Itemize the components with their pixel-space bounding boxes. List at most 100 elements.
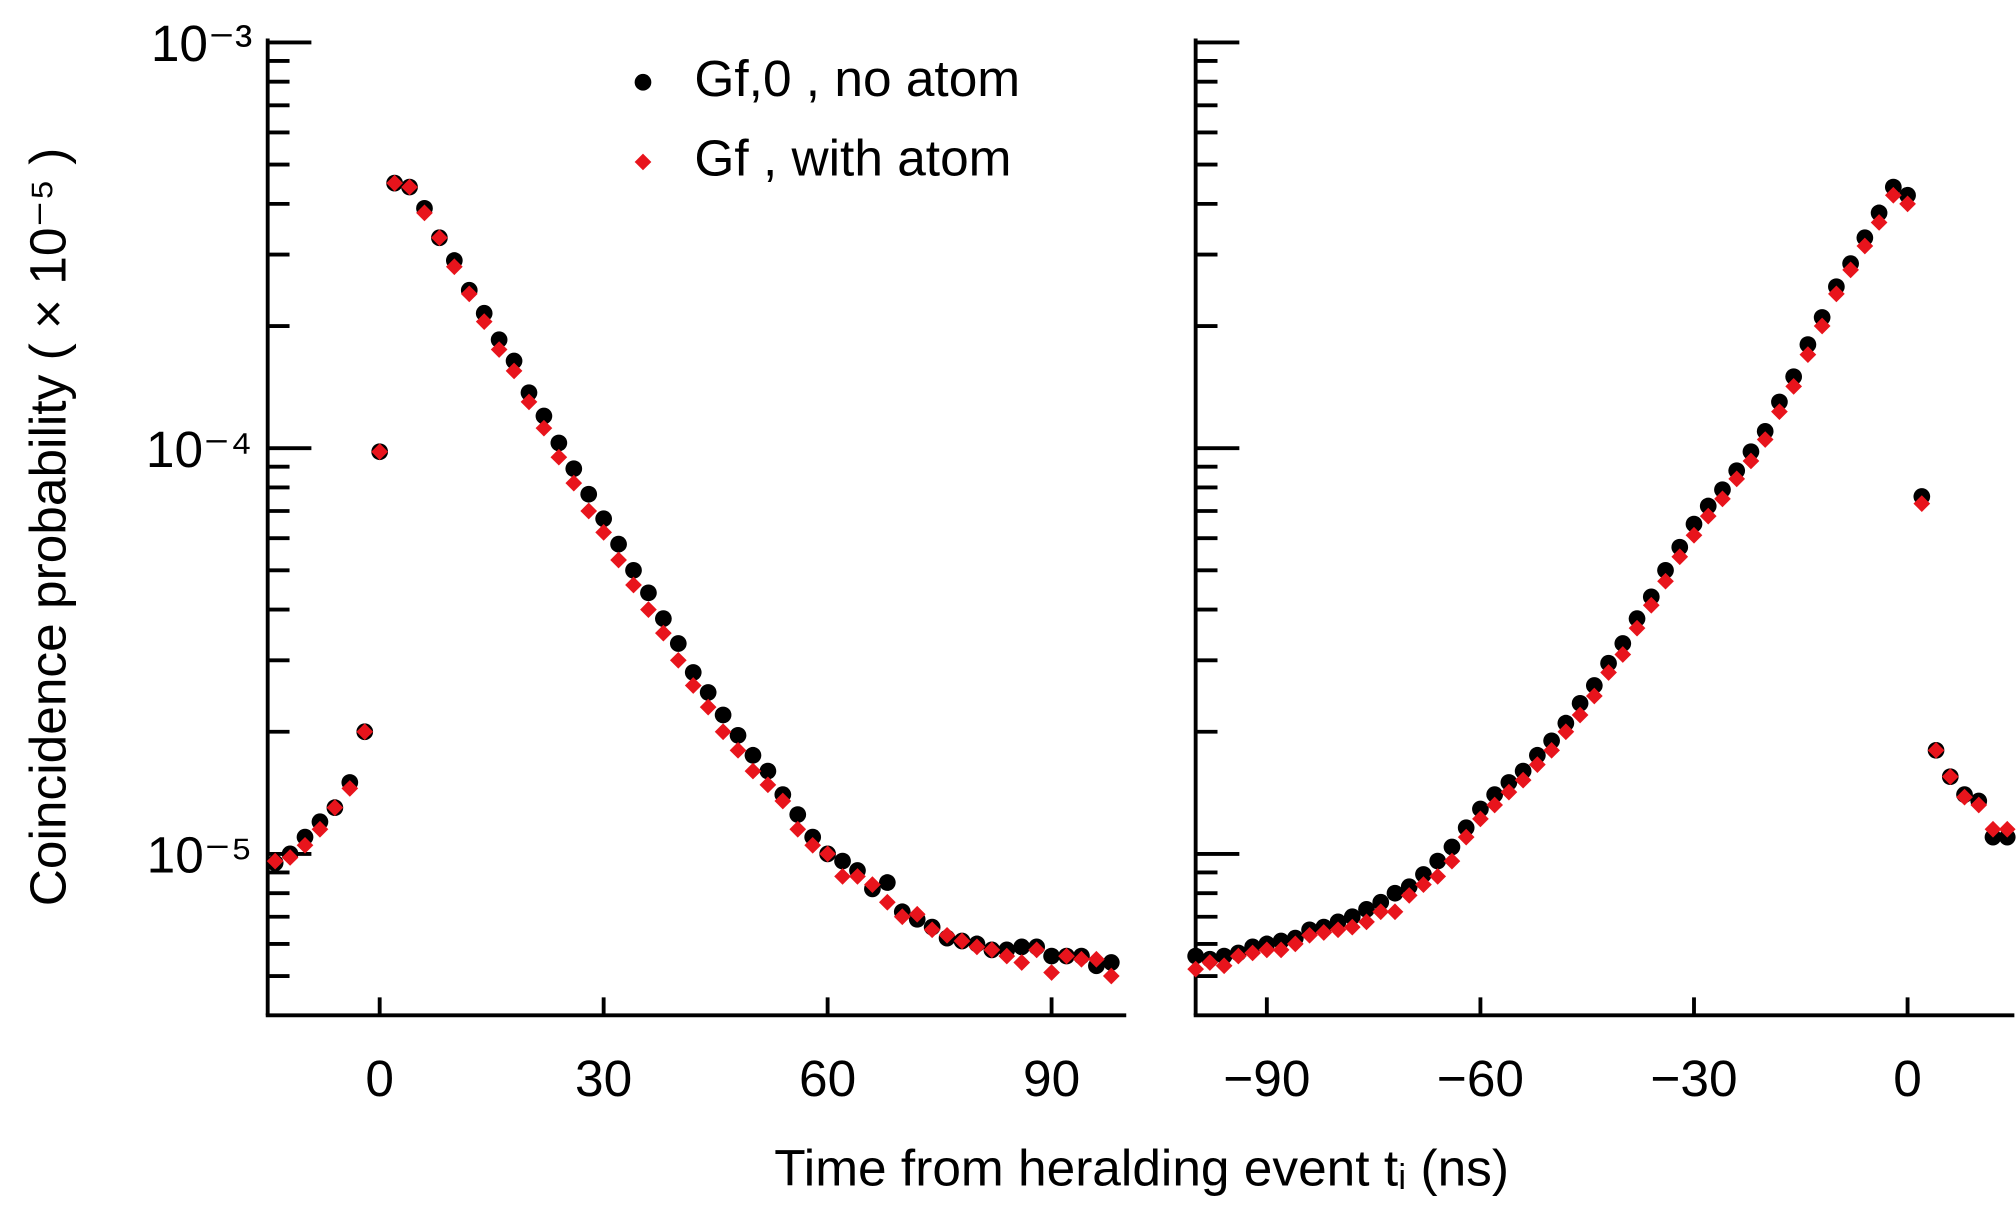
data-point — [655, 624, 672, 642]
data-point — [595, 510, 613, 528]
data-point — [1557, 714, 1575, 732]
data-point — [669, 635, 687, 652]
data-point — [505, 352, 523, 370]
data-point — [416, 204, 433, 222]
legend-marker — [634, 153, 652, 171]
data-point — [1600, 654, 1617, 672]
y-tick-label: 10⁻⁴ — [146, 420, 252, 478]
data-point — [1429, 868, 1447, 885]
legend-label: Gf , with atom — [694, 129, 1011, 187]
data-point — [1899, 195, 1916, 213]
data-point — [729, 741, 747, 759]
y-axis-label: Coincidence probability ( × 10⁻⁵ ) — [18, 148, 76, 907]
data-point — [789, 806, 807, 823]
data-point — [744, 746, 762, 764]
data-point — [610, 551, 627, 569]
data-point — [1685, 515, 1703, 533]
data-point — [1870, 214, 1888, 231]
data-point — [759, 762, 777, 780]
data-point — [625, 561, 642, 579]
data-point — [371, 443, 389, 461]
y-tick-label: 10⁻⁵ — [147, 826, 253, 884]
data-point — [625, 576, 642, 594]
x-tick-label: −30 — [1650, 1049, 1737, 1107]
data-point — [923, 921, 941, 939]
data-point — [1728, 470, 1746, 488]
legend-label: Gf,0 , no atom — [694, 49, 1020, 107]
data-point — [1799, 336, 1817, 353]
data-point — [1657, 561, 1674, 579]
data-point — [1699, 507, 1717, 525]
data-point — [1856, 237, 1874, 255]
data-point — [640, 584, 657, 602]
data-point — [789, 820, 807, 838]
data-point — [983, 941, 1001, 959]
data-point — [1771, 403, 1788, 421]
data-point — [1372, 903, 1390, 921]
data-point — [401, 178, 418, 196]
data-point — [1443, 852, 1461, 870]
data-point — [1386, 884, 1404, 902]
data-point — [1043, 947, 1060, 965]
data-point — [341, 780, 359, 797]
data-point — [1486, 796, 1504, 814]
data-point — [550, 434, 568, 452]
data-point — [1642, 588, 1660, 606]
data-point — [356, 723, 374, 741]
data-point — [1272, 932, 1290, 950]
data-point — [1415, 866, 1432, 883]
data-point — [1102, 967, 1120, 985]
data-point — [834, 852, 851, 870]
data-point — [1699, 497, 1717, 515]
data-point — [1984, 820, 2002, 838]
data-point — [1400, 878, 1418, 896]
data-point — [714, 723, 732, 741]
data-point — [610, 535, 627, 553]
data-point — [1343, 918, 1361, 936]
data-point — [1500, 783, 1518, 801]
data-point — [1828, 285, 1845, 303]
data-point — [729, 726, 747, 744]
data-point — [1585, 687, 1603, 705]
data-point — [1785, 368, 1803, 386]
data-point — [475, 313, 493, 331]
data-point — [1514, 771, 1532, 789]
x-tick-label: 60 — [799, 1049, 856, 1107]
data-point — [1457, 828, 1475, 846]
data-point — [1913, 495, 1931, 512]
x-axis-label: Time from heralding event tᵢ (ns) — [774, 1139, 1509, 1197]
data-point — [1043, 964, 1060, 981]
data-point — [1628, 610, 1646, 628]
data-point — [1543, 741, 1560, 759]
data-point — [640, 601, 657, 618]
data-point — [1785, 378, 1803, 395]
data-point — [1457, 819, 1475, 837]
x-tick-label: −60 — [1437, 1049, 1524, 1107]
x-tick-label: 30 — [575, 1049, 632, 1107]
data-point — [1329, 921, 1347, 939]
data-point — [580, 485, 598, 503]
data-point — [550, 448, 568, 466]
data-point — [460, 285, 478, 303]
data-point — [759, 776, 777, 794]
data-point — [1927, 741, 1945, 759]
data-point — [1058, 947, 1075, 965]
data-point — [1799, 346, 1817, 364]
data-point — [878, 874, 896, 891]
data-point — [774, 792, 792, 810]
data-point — [595, 524, 613, 541]
data-point — [1500, 774, 1518, 791]
data-point — [1742, 443, 1760, 461]
data-point — [699, 684, 717, 701]
data-point — [744, 762, 762, 780]
data-point — [1415, 876, 1432, 893]
data-point — [1742, 452, 1760, 470]
data-point — [1714, 481, 1731, 499]
data-point — [1642, 596, 1660, 614]
data-point — [684, 677, 702, 694]
data-point — [1215, 947, 1233, 965]
data-point — [1244, 944, 1261, 962]
data-point — [505, 362, 523, 380]
data-point — [1870, 204, 1888, 222]
data-point — [1970, 796, 1988, 814]
